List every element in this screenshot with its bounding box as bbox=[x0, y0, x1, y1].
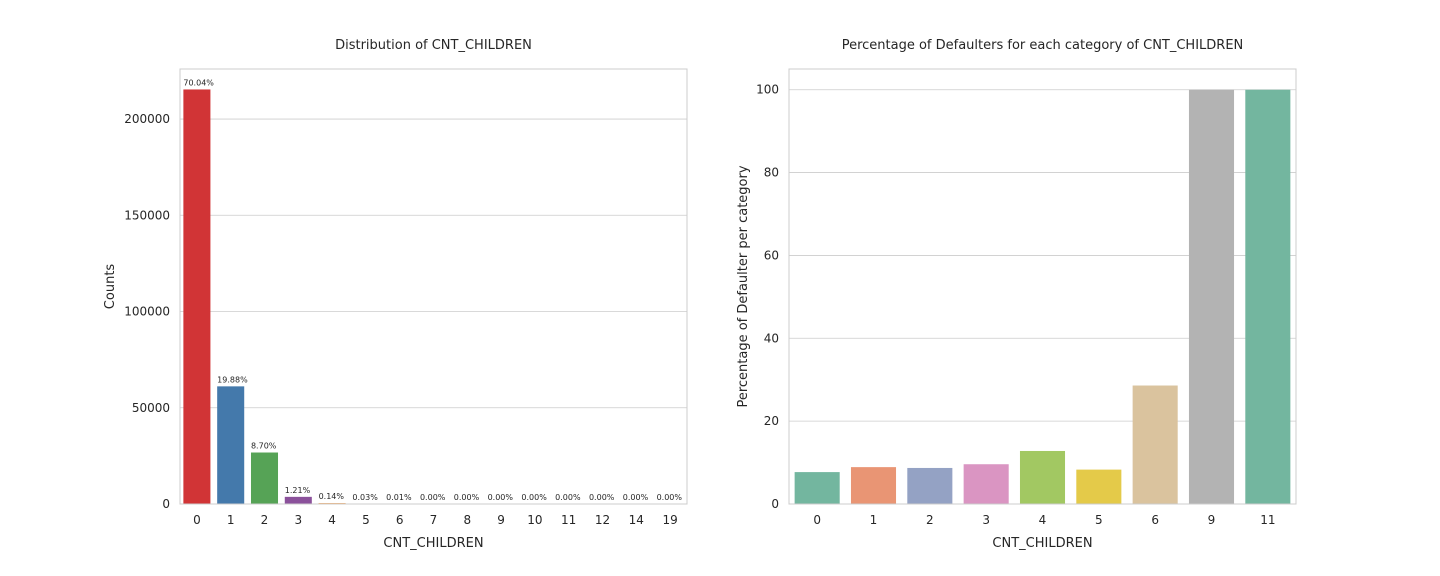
chart-defaulters-yticks: 0 20 40 60 80 100 bbox=[756, 83, 779, 511]
chart-defaulters-bar bbox=[850, 467, 897, 504]
chart-defaulters-ylabel: Percentage of Defaulter per category bbox=[736, 165, 751, 407]
chart-counts-data-label: 0.14% bbox=[319, 492, 345, 501]
chart-counts-ytick-label: 50000 bbox=[132, 401, 170, 415]
chart-counts-yticks: 0 50000 100000 150000 200000 bbox=[124, 112, 170, 511]
chart-counts-data-label: 0.00% bbox=[521, 493, 547, 502]
chart-counts-ylabel: Counts bbox=[103, 264, 118, 310]
chart-counts-bar bbox=[217, 386, 245, 504]
chart-counts-data-label: 0.00% bbox=[454, 493, 480, 502]
chart-defaulters-xtick-label: 5 bbox=[1095, 513, 1103, 527]
chart-counts-data-label: 0.00% bbox=[420, 493, 446, 502]
chart-defaulters-ytick-label: 80 bbox=[764, 166, 779, 180]
chart-counts-ytick-label: 200000 bbox=[124, 112, 170, 126]
chart-defaulters-xticks: 0 1 2 3 4 5 6 9 11 bbox=[813, 513, 1275, 527]
chart-counts-pct-labels: 70.04% 19.88% 8.70% 1.21% 0.14% 0.03% 0.01% 0.0… bbox=[183, 78, 682, 502]
chart-defaulters-ytick-label: 20 bbox=[764, 414, 779, 428]
chart-counts-xtick-label: 0 bbox=[193, 513, 201, 527]
chart-counts-xtick-label: 5 bbox=[362, 513, 370, 527]
chart-counts-xtick-label: 2 bbox=[261, 513, 269, 527]
chart-defaulters-xtick-label: 6 bbox=[1151, 513, 1159, 527]
chart-counts-data-label: 0.00% bbox=[488, 493, 514, 502]
chart-defaulters-title: Percentage of Defaulters for each catego… bbox=[842, 38, 1244, 53]
chart-counts-xtick-label: 7 bbox=[430, 513, 438, 527]
chart-counts-bar bbox=[250, 452, 279, 504]
chart-counts-bar bbox=[284, 496, 312, 504]
chart-defaulters-bar bbox=[794, 472, 840, 504]
chart-counts-xtick-label: 3 bbox=[294, 513, 302, 527]
chart-defaulters-bar bbox=[1019, 450, 1066, 504]
chart-counts-xtick-label: 14 bbox=[629, 513, 644, 527]
chart-defaulters-bar bbox=[1076, 469, 1122, 504]
chart-counts-ytick-label: 150000 bbox=[124, 208, 170, 222]
chart-counts-bars bbox=[183, 89, 684, 505]
chart-defaulters-xtick-label: 9 bbox=[1208, 513, 1216, 527]
chart-counts-data-label: 8.70% bbox=[251, 442, 277, 451]
chart-counts-data-label: 70.04% bbox=[183, 78, 214, 87]
chart-defaulters-bar bbox=[963, 464, 1009, 504]
chart-counts-xlabel: CNT_CHILDREN bbox=[383, 536, 483, 551]
chart-defaulters-frame bbox=[788, 68, 1297, 505]
chart-counts-ytick-label: 0 bbox=[162, 497, 170, 511]
chart-counts-xtick-label: 19 bbox=[662, 513, 677, 527]
chart-defaulters-xlabel: CNT_CHILDREN bbox=[992, 536, 1092, 551]
chart-counts-data-label: 0.00% bbox=[657, 493, 683, 502]
chart-counts-data-label: 0.03% bbox=[352, 493, 378, 502]
chart-counts-title: Distribution of CNT_CHILDREN bbox=[335, 38, 532, 53]
chart-defaulters-bar bbox=[1132, 385, 1178, 504]
chart-defaulters-ytick-label: 60 bbox=[764, 248, 779, 262]
chart-defaulters-ytick-label: 0 bbox=[771, 497, 779, 511]
chart-counts-xtick-label: 10 bbox=[527, 513, 542, 527]
chart-counts-xtick-label: 12 bbox=[595, 513, 610, 527]
chart-defaulters-bar bbox=[1245, 89, 1291, 504]
chart-defaulters-bar bbox=[1188, 89, 1235, 504]
chart-counts-frame bbox=[179, 68, 688, 505]
chart-counts-xtick-label: 1 bbox=[227, 513, 235, 527]
chart-defaulters-xtick-label: 3 bbox=[982, 513, 990, 527]
chart-counts-data-label: 19.88% bbox=[217, 375, 248, 384]
chart-defaulters-xtick-label: 2 bbox=[926, 513, 934, 527]
chart-counts-bar bbox=[183, 89, 211, 505]
chart-defaulters-bar bbox=[907, 467, 953, 504]
chart-counts-xticks: 0 1 2 3 4 5 6 7 8 9 10 11 12 14 19 bbox=[193, 513, 678, 527]
chart-defaulters-xtick-label: 11 bbox=[1260, 513, 1275, 527]
chart-defaulters-xtick-label: 1 bbox=[870, 513, 878, 527]
chart-defaulters-xtick-label: 4 bbox=[1039, 513, 1047, 527]
chart-counts-data-label: 0.00% bbox=[623, 493, 649, 502]
chart-defaulters-bars bbox=[794, 89, 1291, 504]
chart-counts-xtick-label: 9 bbox=[497, 513, 505, 527]
chart-counts-data-label: 0.00% bbox=[589, 493, 615, 502]
chart-defaulters-ytick-label: 100 bbox=[756, 83, 779, 97]
chart-counts: 70.04% 19.88% 8.70% 1.21% 0.14% 0.03% 0.01% 0.0… bbox=[103, 38, 688, 551]
chart-defaulters-ytick-label: 40 bbox=[764, 331, 779, 345]
chart-counts-xtick-label: 6 bbox=[396, 513, 404, 527]
chart-counts-data-label: 0.01% bbox=[386, 493, 412, 502]
chart-counts-data-label: 0.00% bbox=[555, 493, 581, 502]
chart-counts-data-label: 1.21% bbox=[285, 486, 311, 495]
chart-counts-ytick-label: 100000 bbox=[124, 305, 170, 319]
chart-defaulters: 0 20 40 60 80 100 0 1 2 3 4 5 6 9 11 Percentage of De… bbox=[736, 38, 1297, 551]
chart-counts-xtick-label: 4 bbox=[328, 513, 336, 527]
chart-defaulters-xtick-label: 0 bbox=[813, 513, 821, 527]
chart-counts-xtick-label: 11 bbox=[561, 513, 576, 527]
chart-counts-xtick-label: 8 bbox=[463, 513, 471, 527]
